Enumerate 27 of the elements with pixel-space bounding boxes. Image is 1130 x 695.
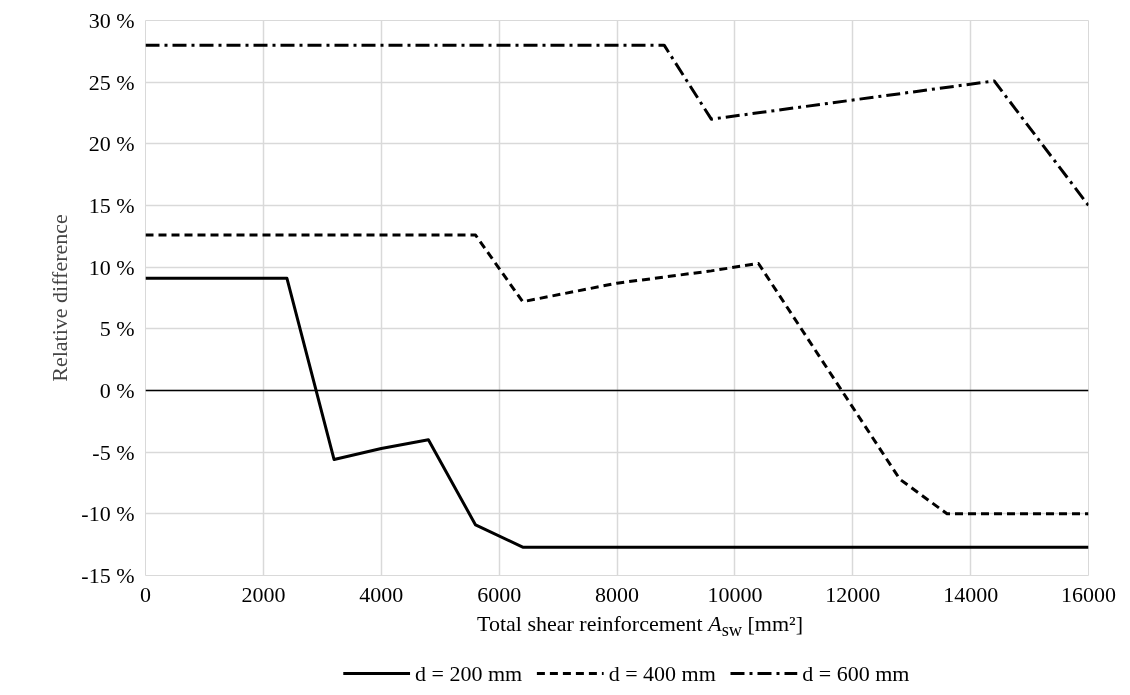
y-tick-label: -10 % — [81, 501, 135, 527]
x-tick-label: 8000 — [595, 581, 639, 607]
x-tick-label: 14000 — [943, 581, 999, 607]
x-tick-label: 6000 — [477, 581, 522, 607]
y-tick-label: -15 % — [81, 563, 135, 588]
y-tick-label: 20 % — [88, 131, 135, 157]
legend-label: d = 600 mm — [802, 661, 910, 686]
x-axis-title: Total shear reinforcement A$_{sw}$ [mm²] — [477, 610, 803, 643]
y-tick-label: 5 % — [99, 316, 135, 342]
y-tick-label: 25 % — [88, 69, 135, 95]
line-series — [145, 233, 1089, 516]
legend-label: d = 200 mm — [415, 661, 523, 686]
x-tick-label: 0 — [140, 581, 151, 607]
y-tick-label: 15 % — [88, 193, 135, 218]
y-axis-title: Relative difference — [47, 214, 73, 382]
line-series — [145, 43, 1089, 207]
y-tick-label: 30 % — [88, 8, 135, 33]
line-series — [145, 276, 1089, 549]
y-tick-label: 0 % — [99, 378, 135, 403]
legend-label: d = 400 mm — [608, 661, 716, 686]
x-tick-label: 16000 — [1061, 581, 1116, 607]
x-tick-label: 2000 — [241, 581, 286, 607]
y-tick-label: 10 % — [88, 254, 135, 280]
y-tick-label: -5 % — [92, 439, 135, 465]
x-tick-label: 10000 — [707, 581, 763, 607]
x-tick-label: 12000 — [825, 581, 881, 607]
x-tick-label: 4000 — [359, 581, 404, 607]
